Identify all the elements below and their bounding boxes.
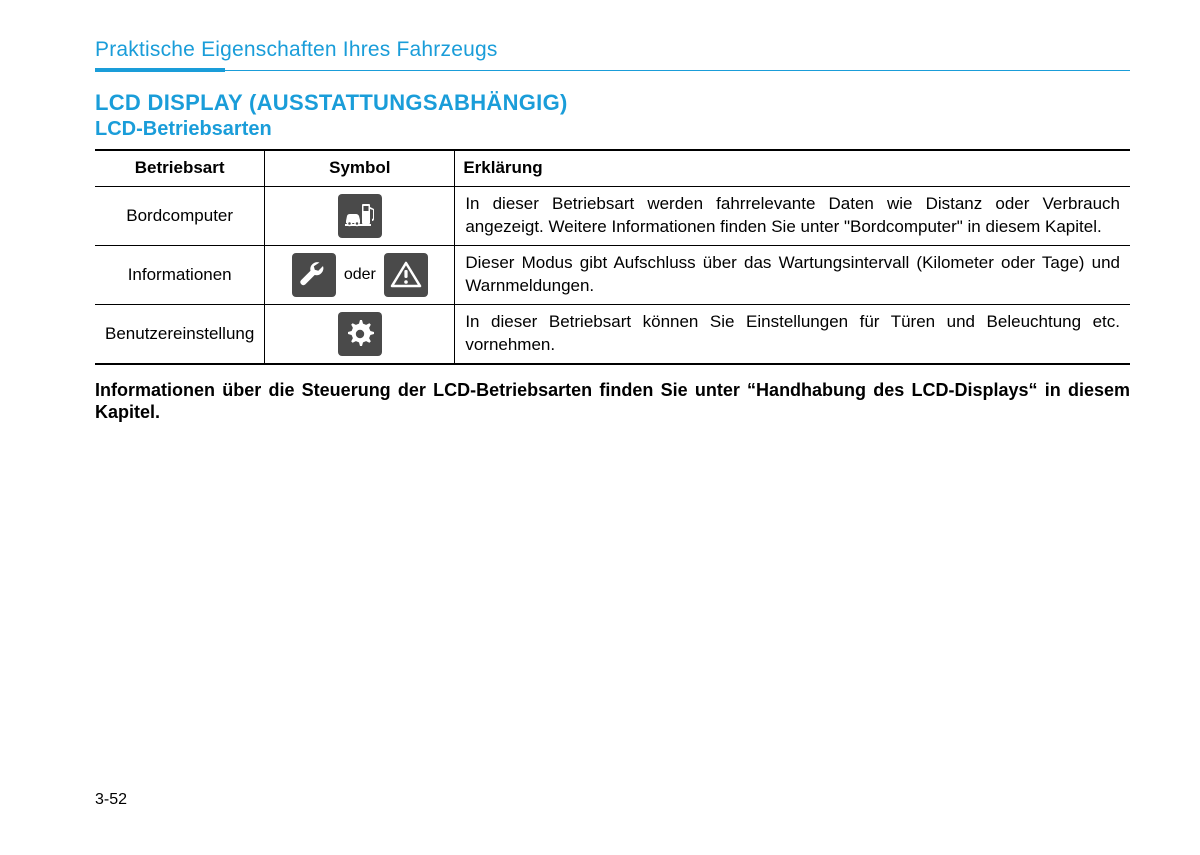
mode-cell: Benutzereinstellung (95, 304, 265, 363)
footnote-text: Informationen über die Steuerung der LCD… (95, 379, 1130, 424)
warning-triangle-icon (384, 253, 428, 297)
gear-icon (338, 312, 382, 356)
col-header-symbol: Symbol (265, 150, 455, 186)
desc-cell: Dieser Modus gibt Aufschluss über das Wa… (455, 245, 1130, 304)
subsection-title: LCD-Betriebsarten (95, 118, 1130, 141)
mode-cell: Bordcomputer (95, 186, 265, 245)
col-header-mode: Betriebsart (95, 150, 265, 186)
header-rule (95, 68, 1130, 72)
or-word: oder (344, 266, 376, 284)
table-row: Benutzereinstellung In dieser Betriebsar… (95, 304, 1130, 363)
table-row: Informationen oder Dieser Modus gibt Auf… (95, 245, 1130, 304)
lcd-modes-table: Betriebsart Symbol Erklärung Bordcompute… (95, 149, 1130, 365)
car-fuel-icon (338, 194, 382, 238)
desc-cell: In dieser Betriebsart können Sie Einstel… (455, 304, 1130, 363)
wrench-icon (292, 253, 336, 297)
symbol-cell: oder (265, 245, 455, 304)
symbol-cell (265, 304, 455, 363)
page-number: 3-52 (95, 791, 127, 809)
chapter-title: Praktische Eigenschaften Ihres Fahrzeugs (95, 38, 1130, 62)
section-title: LCD DISPLAY (AUSSTATTUNGSABHÄNGIG) (95, 90, 1130, 116)
col-header-desc: Erklärung (455, 150, 1130, 186)
symbol-cell (265, 186, 455, 245)
table-row: Bordcomputer In dieser Betriebsart werde… (95, 186, 1130, 245)
desc-cell: In dieser Betriebsart werden fahrrelevan… (455, 186, 1130, 245)
mode-cell: Informationen (95, 245, 265, 304)
